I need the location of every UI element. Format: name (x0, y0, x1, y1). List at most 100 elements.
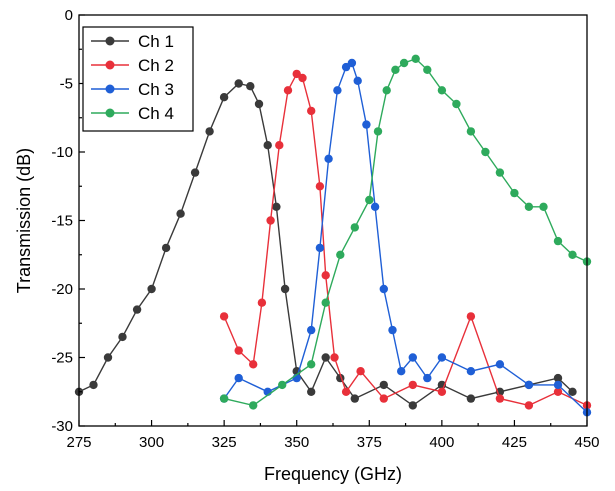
data-point (539, 202, 548, 211)
data-point (408, 380, 417, 390)
data-point (524, 380, 534, 390)
data-point (205, 127, 214, 136)
data-point (118, 332, 127, 342)
data-point (466, 367, 476, 376)
data-point (495, 168, 505, 177)
data-point (307, 325, 316, 335)
data-point (234, 373, 243, 383)
data-point (161, 243, 171, 253)
data-point (254, 99, 264, 109)
data-point (307, 360, 316, 369)
data-point (379, 284, 388, 294)
data-point (263, 141, 272, 150)
data-point (437, 353, 447, 362)
y-tick-label: -15 (51, 213, 73, 230)
data-point (411, 54, 420, 63)
data-point (423, 65, 432, 75)
data-point (176, 209, 185, 218)
data-point (315, 182, 325, 191)
series-3-line (223, 61, 588, 413)
legend-label: Ch 1 (138, 32, 174, 51)
legend-marker (105, 36, 115, 46)
data-point (266, 216, 275, 225)
data-point (524, 202, 534, 211)
data-point (466, 312, 476, 321)
data-point (399, 58, 409, 68)
data-point (510, 188, 519, 198)
data-point (391, 65, 400, 75)
data-point (147, 284, 156, 294)
x-tick-label: 325 (212, 434, 237, 451)
data-point (553, 373, 563, 383)
data-point (321, 298, 330, 307)
data-point (379, 394, 388, 403)
data-point (246, 82, 255, 91)
y-axis-title: Transmission (dB) (14, 148, 34, 293)
data-point (408, 401, 417, 410)
legend-item: Ch 2 (91, 56, 174, 75)
data-point (283, 86, 293, 95)
data-point (365, 195, 374, 205)
x-tick-label: 450 (574, 434, 599, 451)
axes: 275 300 325 350 375 400 425 450 0 -5 -10 -15 -20 -25 -… (51, 7, 599, 451)
legend-item: Ch 1 (91, 32, 174, 51)
data-point (249, 360, 258, 369)
x-tick-label: 350 (284, 434, 309, 451)
data-point (278, 380, 287, 390)
data-point (336, 250, 345, 259)
x-tick-label: 375 (357, 434, 382, 451)
legend-item: Ch 3 (91, 80, 174, 99)
y-tick-label: -10 (51, 144, 73, 161)
data-point (568, 250, 577, 259)
data-point (553, 236, 563, 246)
data-point (341, 62, 351, 72)
legend-item: Ch 4 (91, 104, 174, 123)
data-point (423, 373, 432, 383)
x-axis-title: Frequency (GHz) (264, 464, 402, 484)
data-point (350, 223, 359, 232)
data-point (275, 141, 284, 150)
y-tick-label: -25 (51, 350, 73, 367)
data-point (234, 79, 243, 88)
plot-area (74, 54, 592, 417)
data-point (397, 367, 406, 376)
series-2-line (223, 72, 588, 407)
legend: Ch 1 Ch 2 Ch 3 Ch 4 (82, 26, 194, 132)
legend-marker (105, 84, 115, 94)
data-point (382, 86, 391, 95)
data-point (257, 298, 267, 307)
data-point (333, 86, 342, 95)
y-tick-label: -30 (51, 418, 73, 435)
data-point (219, 312, 229, 321)
data-point (272, 202, 281, 211)
data-point (379, 380, 388, 390)
data-point (307, 387, 316, 396)
data-point (132, 305, 142, 314)
data-point (437, 387, 447, 396)
data-point (353, 76, 362, 86)
legend-marker (105, 108, 115, 118)
data-point (350, 394, 359, 403)
series-2 (219, 69, 592, 410)
y-tick-label: -20 (51, 281, 73, 298)
legend-label: Ch 4 (138, 104, 174, 123)
data-point (388, 325, 397, 335)
data-point (234, 346, 243, 355)
data-point (190, 168, 200, 177)
data-point (307, 106, 316, 116)
data-point (553, 387, 563, 396)
data-point (466, 394, 476, 403)
data-point (524, 401, 534, 410)
legend-marker (105, 60, 115, 70)
x-tick-label: 275 (66, 434, 91, 451)
series-4 (219, 54, 592, 410)
data-point (341, 387, 351, 396)
legend-label: Ch 3 (138, 80, 174, 99)
data-point (321, 353, 330, 362)
data-point (315, 243, 325, 253)
data-point (219, 394, 229, 403)
data-point (466, 127, 476, 136)
data-point (292, 69, 301, 79)
data-point (553, 380, 563, 390)
